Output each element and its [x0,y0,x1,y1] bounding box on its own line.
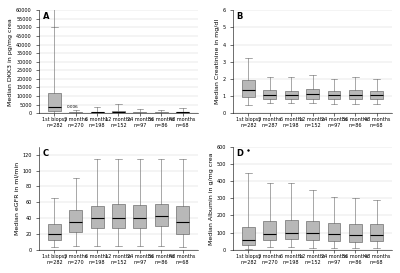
PathPatch shape [242,227,255,245]
Text: 0.006: 0.006 [67,105,79,109]
PathPatch shape [264,221,276,240]
PathPatch shape [370,224,383,241]
PathPatch shape [285,91,298,99]
PathPatch shape [176,206,189,234]
PathPatch shape [285,220,298,239]
Text: A: A [42,12,49,21]
PathPatch shape [176,112,189,113]
PathPatch shape [155,204,168,226]
Text: B: B [237,12,243,21]
PathPatch shape [328,223,340,241]
PathPatch shape [112,204,125,227]
Text: D: D [237,149,244,158]
PathPatch shape [328,91,340,99]
Y-axis label: Median eGFR in ml/min: Median eGFR in ml/min [14,162,20,235]
PathPatch shape [69,210,82,232]
PathPatch shape [112,111,125,112]
PathPatch shape [69,112,82,113]
PathPatch shape [264,90,276,99]
PathPatch shape [91,206,104,227]
PathPatch shape [306,221,319,240]
PathPatch shape [48,93,61,111]
Y-axis label: Median Creatinine in mg/dl: Median Creatinine in mg/dl [215,19,220,104]
PathPatch shape [306,89,319,99]
Y-axis label: Median DKK3 in pg/mg crea: Median DKK3 in pg/mg crea [8,18,13,106]
PathPatch shape [48,224,61,240]
PathPatch shape [134,205,146,228]
Y-axis label: Median Albumin in g/mg crea: Median Albumin in g/mg crea [209,152,214,245]
Text: C: C [42,149,49,158]
PathPatch shape [349,224,362,242]
PathPatch shape [349,90,362,99]
PathPatch shape [91,112,104,113]
PathPatch shape [370,91,383,99]
PathPatch shape [155,112,168,113]
PathPatch shape [134,112,146,113]
PathPatch shape [242,80,255,97]
